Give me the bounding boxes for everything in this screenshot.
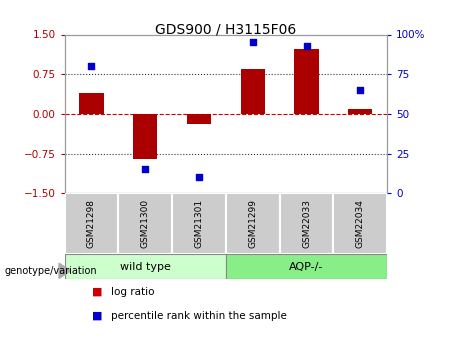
Text: GSM21299: GSM21299 (248, 199, 257, 248)
Text: percentile rank within the sample: percentile rank within the sample (111, 311, 287, 321)
Bar (226, 254, 387, 279)
Bar (295, 49, 319, 114)
Text: GSM21301: GSM21301 (195, 199, 203, 248)
Point (142, 167, 149, 172)
Bar (79, 93, 104, 114)
Bar (241, 69, 265, 114)
Text: AQP-/-: AQP-/- (290, 262, 324, 272)
Point (303, 43, 310, 48)
Text: GSM21298: GSM21298 (87, 199, 96, 248)
Bar (65, 254, 226, 279)
Text: log ratio: log ratio (111, 287, 154, 296)
Bar (172, 193, 226, 254)
Bar (118, 193, 172, 254)
Point (88, 63, 95, 69)
Point (357, 87, 364, 93)
Point (195, 175, 203, 180)
Bar (226, 193, 280, 254)
Text: ■: ■ (92, 311, 103, 321)
Text: wild type: wild type (120, 262, 171, 272)
Bar (65, 193, 118, 254)
Point (249, 40, 256, 45)
Bar (348, 109, 372, 114)
Bar (280, 193, 333, 254)
Text: ■: ■ (92, 287, 103, 296)
Text: GSM21300: GSM21300 (141, 199, 150, 248)
Polygon shape (59, 263, 71, 278)
Bar (333, 193, 387, 254)
Bar (133, 114, 157, 159)
Text: GDS900 / H3115F06: GDS900 / H3115F06 (155, 22, 296, 37)
Text: genotype/variation: genotype/variation (5, 266, 97, 276)
Bar (187, 114, 211, 125)
Text: GSM22034: GSM22034 (356, 199, 365, 248)
Text: GSM22033: GSM22033 (302, 199, 311, 248)
